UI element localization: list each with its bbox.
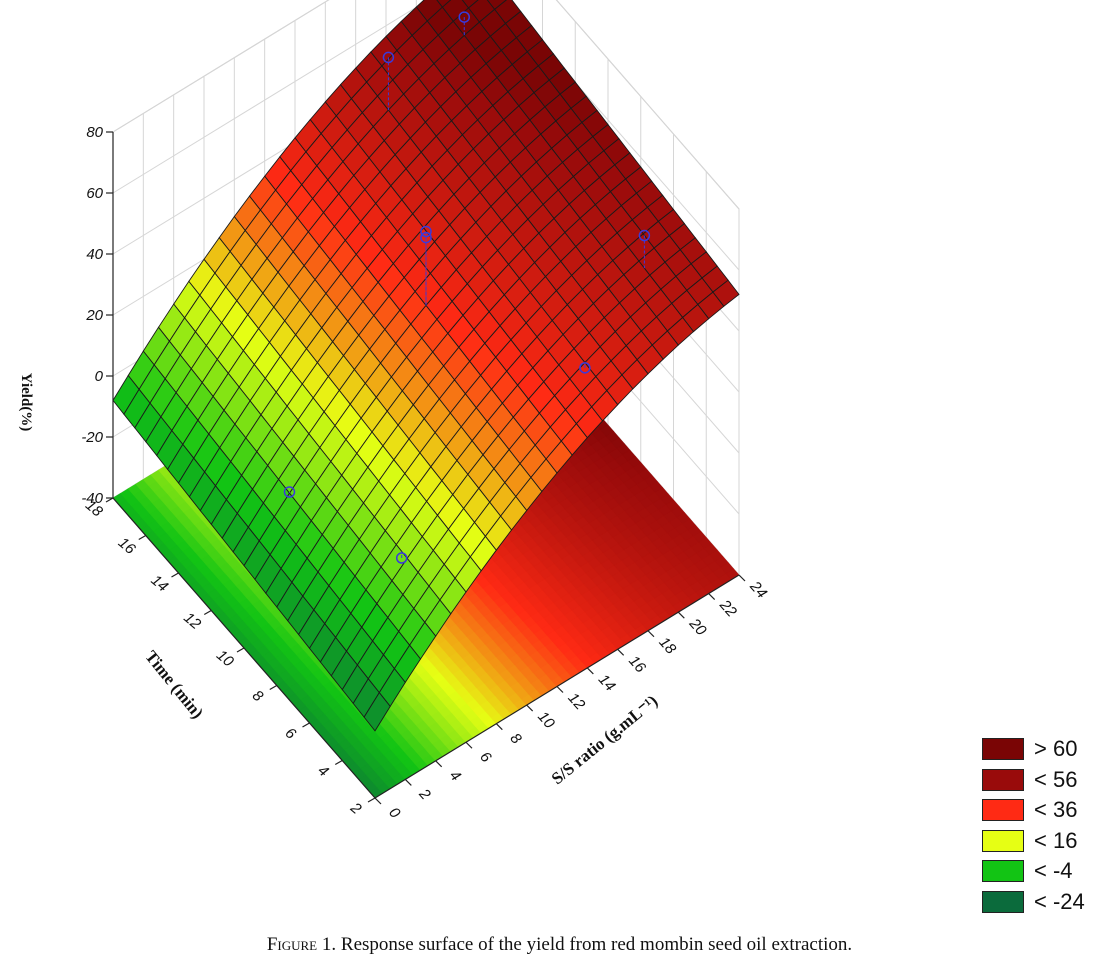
y-tick-label: 4 [314, 762, 331, 780]
y-tick-mark [236, 647, 245, 653]
x-tick-mark [404, 778, 412, 786]
y-tick-mark [334, 759, 343, 766]
y-tick-label: 14 [148, 572, 172, 596]
x-tick-label: 22 [715, 596, 740, 621]
legend-label: < 56 [1034, 766, 1078, 792]
y-tick-mark [105, 497, 114, 503]
y-tick-label: 10 [213, 647, 237, 671]
observed-point [579, 362, 591, 374]
x-tick-mark [617, 648, 625, 656]
legend-item: < -4 [982, 856, 1085, 887]
x-tick-mark [435, 760, 443, 768]
z-axis-title: Yield(%) [18, 373, 34, 432]
x-tick-mark [465, 741, 473, 749]
x-tick-mark [708, 593, 716, 601]
caption-figure-label: Figure 1. [266, 934, 337, 955]
legend-swatch [982, 738, 1024, 761]
x-tick-mark [495, 723, 503, 731]
x-tick-label: 6 [476, 748, 495, 766]
legend-item: < 56 [982, 765, 1085, 796]
y-tick-mark [171, 572, 179, 578]
z-tick-label: 40 [86, 246, 103, 263]
x-tick-mark [526, 704, 534, 712]
legend-swatch [982, 799, 1024, 822]
x-tick-mark [647, 630, 655, 638]
y-tick-mark [367, 797, 376, 803]
surface-cell [436, 0, 452, 8]
x-tick-label: 2 [415, 785, 434, 804]
y-tick-label: 8 [249, 687, 267, 706]
z-tick-label: 60 [86, 185, 103, 202]
observed-point [395, 552, 408, 564]
observed-point [382, 51, 395, 64]
legend-swatch [982, 829, 1024, 852]
y-axis-title: Time (min) [141, 647, 207, 722]
observed-point [420, 225, 432, 238]
y-tick-label: 2 [346, 799, 365, 818]
legend-item: < 16 [982, 826, 1085, 857]
legend-swatch [982, 860, 1024, 883]
legend-label: < -4 [1034, 858, 1073, 884]
x-axis-title: S/S ratio (g.mL⁻¹) [548, 691, 662, 788]
x-tick-mark [586, 667, 594, 675]
x-tick-label: 18 [655, 634, 679, 658]
legend-swatch [982, 768, 1024, 791]
x-tick-mark [374, 797, 382, 805]
observed-point [458, 11, 470, 23]
x-tick-label: 24 [746, 577, 770, 602]
x-tick-label: 20 [685, 615, 710, 640]
z-tick-label: -20 [81, 429, 103, 446]
y-tick-label: 6 [282, 724, 300, 743]
response-surface [112, 0, 740, 732]
x-tick-label: 8 [507, 730, 526, 748]
y-tick-mark [302, 722, 310, 728]
legend-label: < 16 [1034, 827, 1078, 853]
x-tick-label: 14 [595, 671, 619, 695]
legend-item: < -24 [982, 887, 1085, 918]
y-tick-mark [269, 684, 278, 691]
z-tick-label: 80 [86, 124, 103, 141]
y-tick-mark [138, 534, 147, 541]
surface-cell [461, 0, 479, 9]
caption-text: Response surface of the yield from red m… [336, 934, 853, 955]
y-tick-label: 12 [180, 609, 204, 633]
x-tick-label: 16 [625, 652, 649, 676]
response-surface-plot: 02468101214161820222424681012141618-40-2… [18, 0, 770, 822]
x-tick-mark [677, 611, 685, 619]
z-tick-label: -40 [81, 490, 103, 507]
z-tick-label: 20 [85, 307, 103, 324]
z-tick-label: 0 [95, 368, 104, 385]
legend-label: < 36 [1034, 797, 1078, 823]
x-tick-label: 4 [446, 767, 464, 785]
x-tick-label: 0 [385, 804, 404, 822]
wall-gridline [112, 0, 740, 210]
x-tick-mark [738, 574, 746, 582]
legend-label: > 60 [1034, 736, 1078, 762]
y-tick-mark [203, 609, 212, 616]
x-tick-mark [556, 686, 564, 693]
legend-item: < 36 [982, 795, 1085, 826]
x-tick-label: 10 [534, 708, 558, 732]
observed-points [283, 11, 651, 564]
color-legend: > 60 < 56 < 36 < 16 < -4 < -24 [982, 734, 1085, 917]
x-tick-label: 12 [564, 690, 588, 714]
surface-cell [363, 691, 391, 732]
wall-gridline [112, 0, 740, 271]
y-tick-label: 16 [115, 534, 139, 558]
legend-swatch [982, 890, 1024, 913]
observed-point [283, 486, 296, 498]
legend-label: < -24 [1034, 888, 1085, 914]
observed-point [638, 229, 651, 242]
figure-caption: Figure 1. Response surface of the yield … [0, 934, 1119, 956]
legend-item: > 60 [982, 734, 1085, 765]
